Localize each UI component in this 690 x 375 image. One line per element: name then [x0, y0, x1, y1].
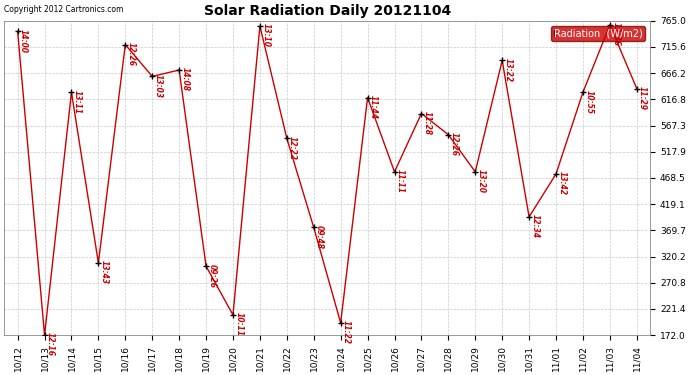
Text: 14:00: 14:00: [19, 28, 28, 53]
Text: 13:36: 13:36: [611, 22, 620, 46]
Text: 11:28: 11:28: [423, 111, 432, 135]
Text: 13:20: 13:20: [477, 169, 486, 193]
Text: 12:16: 12:16: [46, 333, 55, 357]
Text: 12:26: 12:26: [450, 132, 459, 156]
Text: 13:03: 13:03: [154, 74, 163, 98]
Text: 12:26: 12:26: [127, 42, 136, 66]
Text: 11:11: 11:11: [396, 169, 405, 193]
Text: 11:29: 11:29: [638, 86, 647, 110]
Text: 13:11: 13:11: [73, 90, 82, 114]
Text: 13:42: 13:42: [558, 171, 566, 195]
Text: 12:22: 12:22: [288, 136, 297, 160]
Legend: Radiation  (W/m2): Radiation (W/m2): [551, 26, 645, 41]
Text: 13:43: 13:43: [100, 260, 109, 284]
Text: 10:11: 10:11: [235, 312, 244, 336]
Text: 11:44: 11:44: [369, 95, 378, 119]
Title: Solar Radiation Daily 20121104: Solar Radiation Daily 20121104: [204, 4, 451, 18]
Text: 09:48: 09:48: [315, 225, 324, 249]
Text: 14:08: 14:08: [181, 68, 190, 92]
Text: 09:26: 09:26: [208, 264, 217, 288]
Text: Copyright 2012 Cartronics.com: Copyright 2012 Cartronics.com: [4, 5, 124, 14]
Text: 13:22: 13:22: [504, 58, 513, 82]
Text: 12:34: 12:34: [531, 214, 540, 238]
Text: 11:22: 11:22: [342, 320, 351, 344]
Text: 10:55: 10:55: [584, 90, 593, 114]
Text: 13:10: 13:10: [262, 23, 270, 47]
